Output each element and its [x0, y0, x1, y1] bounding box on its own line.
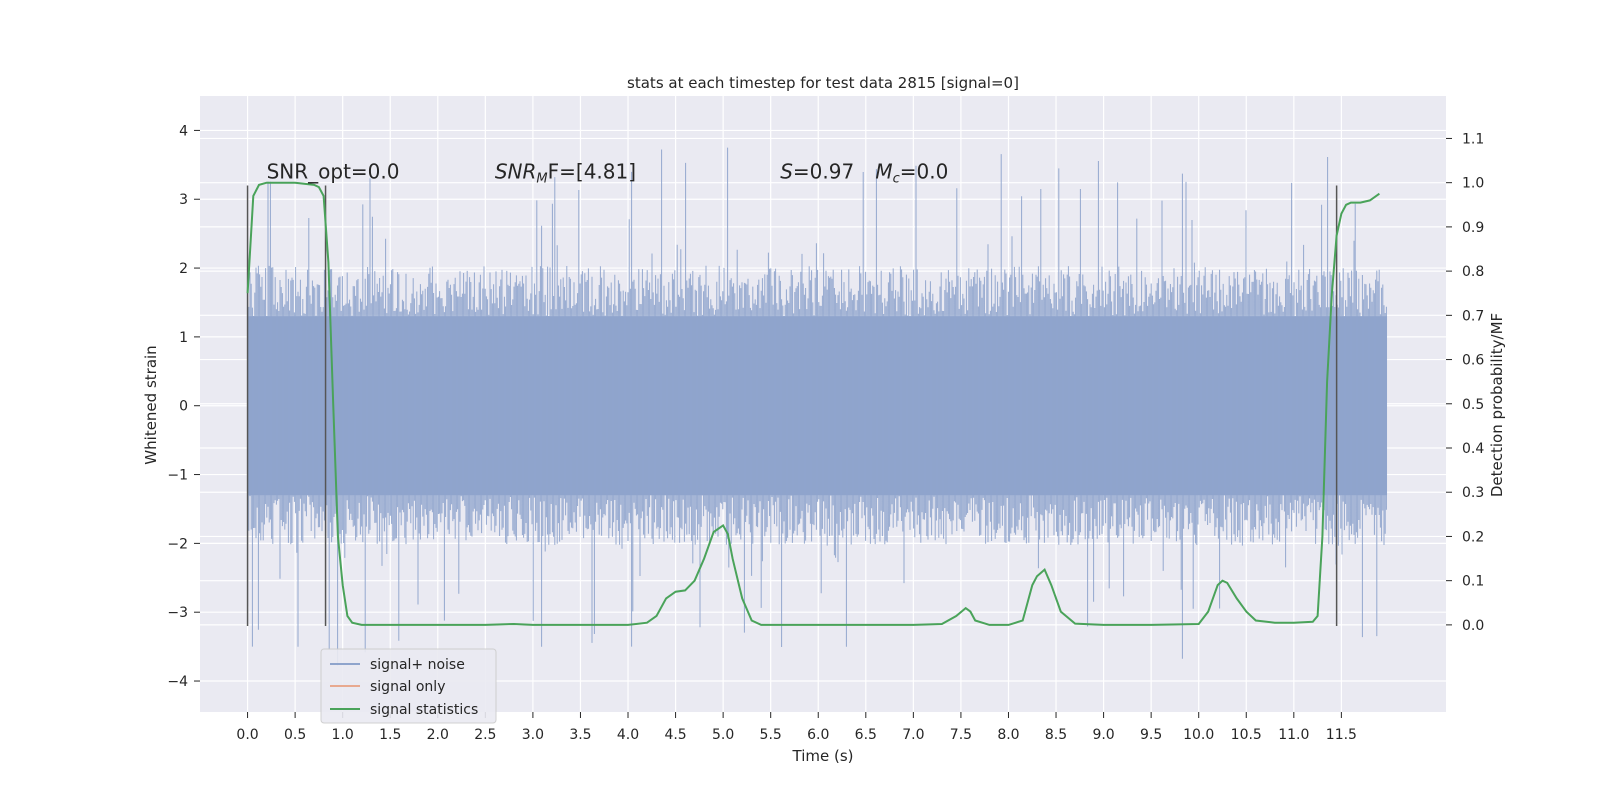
- y2-tick-label-9: 0.2: [1462, 529, 1484, 545]
- x-tick-label-22: 11.0: [1278, 727, 1309, 743]
- x-tick-label-10: 5.0: [712, 727, 734, 743]
- x-tick-label-5: 2.5: [474, 727, 496, 743]
- x-tick-label-4: 2.0: [427, 727, 449, 743]
- x-tick-label-12: 6.0: [807, 727, 829, 743]
- x-tick-label-0: 0.0: [236, 727, 258, 743]
- chart-title: stats at each timestep for test data 281…: [627, 74, 1019, 92]
- y2-tick-label-4: 0.7: [1462, 308, 1484, 324]
- statistics-layer: [246, 181, 1380, 626]
- y-tick-label-6: −2: [167, 536, 188, 552]
- y-tick-label-4: 0: [179, 399, 188, 415]
- series-signal-statistics: [246, 181, 1380, 626]
- y2-tick-label-11: 0.0: [1462, 618, 1484, 634]
- annotation-3: Mc=0.0: [875, 160, 948, 187]
- x-axis-ticks: 0.0 0.5 1.0 1.5 2.0 2.5 3.0 3.5 4.0 4.5 5.0 5.5 6.0 6…: [236, 712, 1357, 743]
- y2-tick-label-3: 0.8: [1462, 264, 1484, 280]
- x-tick-label-19: 9.5: [1140, 727, 1162, 743]
- y-tick-label-3: 1: [179, 330, 188, 346]
- x-tick-label-18: 9.0: [1092, 727, 1114, 743]
- y2-tick-label-8: 0.3: [1462, 485, 1484, 501]
- x-tick-label-3: 1.5: [379, 727, 401, 743]
- x-tick-label-13: 6.5: [855, 727, 877, 743]
- x-tick-label-2: 1.0: [332, 727, 354, 743]
- y2-tick-label-5: 0.6: [1462, 353, 1484, 369]
- legend-box: [320, 648, 497, 724]
- y-tick-label-2: 2: [179, 261, 188, 277]
- legend-label-signal-statistics: signal statistics: [370, 702, 478, 718]
- x-tick-label-20: 10.0: [1183, 727, 1214, 743]
- y2-tick-label-10: 0.1: [1462, 574, 1484, 590]
- x-tick-label-21: 10.5: [1231, 727, 1262, 743]
- y2-tick-label-0: 1.1: [1462, 131, 1484, 147]
- y-tick-label-0: 4: [179, 123, 188, 139]
- x-tick-label-7: 3.5: [569, 727, 591, 743]
- x-tick-label-14: 7.0: [902, 727, 924, 743]
- y-tick-label-5: −1: [167, 468, 188, 484]
- y2-tick-label-6: 0.5: [1462, 397, 1484, 413]
- x-tick-label-23: 11.5: [1326, 727, 1357, 743]
- annotation-0: SNR_opt=0.0: [267, 160, 400, 184]
- legend: signal+ noise signal only signal statist…: [320, 648, 497, 724]
- x-axis-label: Time (s): [792, 747, 854, 765]
- y2-tick-label-7: 0.4: [1462, 441, 1484, 457]
- x-tick-label-15: 7.5: [950, 727, 972, 743]
- y-tick-label-1: 3: [179, 192, 188, 208]
- y2-tick-label-1: 1.0: [1462, 176, 1484, 192]
- legend-label-signal-only: signal only: [370, 679, 445, 695]
- legend-label-signal-noise: signal+ noise: [370, 657, 465, 673]
- x-tick-label-11: 5.5: [760, 727, 782, 743]
- noise-layer: [247, 147, 1388, 666]
- x-tick-label-16: 8.0: [997, 727, 1019, 743]
- x-tick-label-1: 0.5: [284, 727, 306, 743]
- y-tick-label-7: −3: [167, 605, 188, 621]
- vertical-markers: [246, 185, 1338, 626]
- annotation-1: SNRMF=[4.81]: [495, 160, 636, 187]
- x-tick-label-17: 8.5: [1045, 727, 1067, 743]
- x-tick-label-8: 4.0: [617, 727, 639, 743]
- x-tick-label-9: 4.5: [664, 727, 686, 743]
- y2-tick-label-2: 0.9: [1462, 220, 1484, 236]
- y2-axis-ticks: 1.1 1.0 0.9 0.8 0.7 0.6 0.5 0.4 0.3 0.2 0.1 0.0: [1446, 131, 1484, 634]
- annotations: SNR_opt=0.0 SNRMF=[4.81] S=0.97 Mc=0.0: [267, 160, 949, 187]
- annotation-2: S=0.97: [780, 160, 854, 184]
- y-axis-ticks: 4 3 2 1 0 −1 −2 −3 −4: [167, 123, 200, 690]
- y-tick-label-8: −4: [167, 674, 188, 690]
- y-axis-label: Whitened strain: [142, 345, 160, 464]
- y2-axis-label: Detection probability/MF: [1488, 313, 1506, 497]
- x-tick-label-6: 3.0: [522, 727, 544, 743]
